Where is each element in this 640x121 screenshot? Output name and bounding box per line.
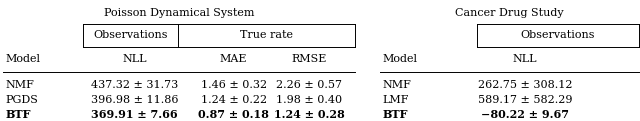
Text: NLL: NLL bbox=[513, 54, 537, 64]
Text: NMF: NMF bbox=[383, 80, 412, 90]
Text: Observations: Observations bbox=[520, 30, 595, 40]
Text: 1.24 ± 0.22: 1.24 ± 0.22 bbox=[200, 95, 267, 105]
Text: RMSE: RMSE bbox=[291, 54, 327, 64]
Text: MAE: MAE bbox=[220, 54, 247, 64]
Text: 589.17 ± 582.29: 589.17 ± 582.29 bbox=[477, 95, 572, 105]
Text: −80.22 ± 9.67: −80.22 ± 9.67 bbox=[481, 109, 569, 120]
Text: BTF: BTF bbox=[383, 109, 408, 120]
Text: Observations: Observations bbox=[93, 30, 168, 40]
Text: LMF: LMF bbox=[383, 95, 409, 105]
Text: True rate: True rate bbox=[240, 30, 293, 40]
Text: Poisson Dynamical System: Poisson Dynamical System bbox=[104, 8, 255, 18]
Text: BTF: BTF bbox=[5, 109, 31, 120]
Text: NLL: NLL bbox=[122, 54, 147, 64]
Text: Model: Model bbox=[5, 54, 40, 64]
Text: 2.26 ± 0.57: 2.26 ± 0.57 bbox=[276, 80, 342, 90]
Text: NMF: NMF bbox=[5, 80, 34, 90]
Text: 437.32 ± 31.73: 437.32 ± 31.73 bbox=[91, 80, 178, 90]
Text: 369.91 ± 7.66: 369.91 ± 7.66 bbox=[91, 109, 178, 120]
Text: Cancer Drug Study: Cancer Drug Study bbox=[455, 8, 563, 18]
Text: 396.98 ± 11.86: 396.98 ± 11.86 bbox=[91, 95, 178, 105]
Text: 1.46 ± 0.32: 1.46 ± 0.32 bbox=[200, 80, 267, 90]
Text: Model: Model bbox=[383, 54, 418, 64]
Text: 0.87 ± 0.18: 0.87 ± 0.18 bbox=[198, 109, 269, 120]
Text: 1.24 ± 0.28: 1.24 ± 0.28 bbox=[274, 109, 344, 120]
Text: PGDS: PGDS bbox=[5, 95, 38, 105]
Text: 262.75 ± 308.12: 262.75 ± 308.12 bbox=[477, 80, 572, 90]
Text: 1.98 ± 0.40: 1.98 ± 0.40 bbox=[276, 95, 342, 105]
